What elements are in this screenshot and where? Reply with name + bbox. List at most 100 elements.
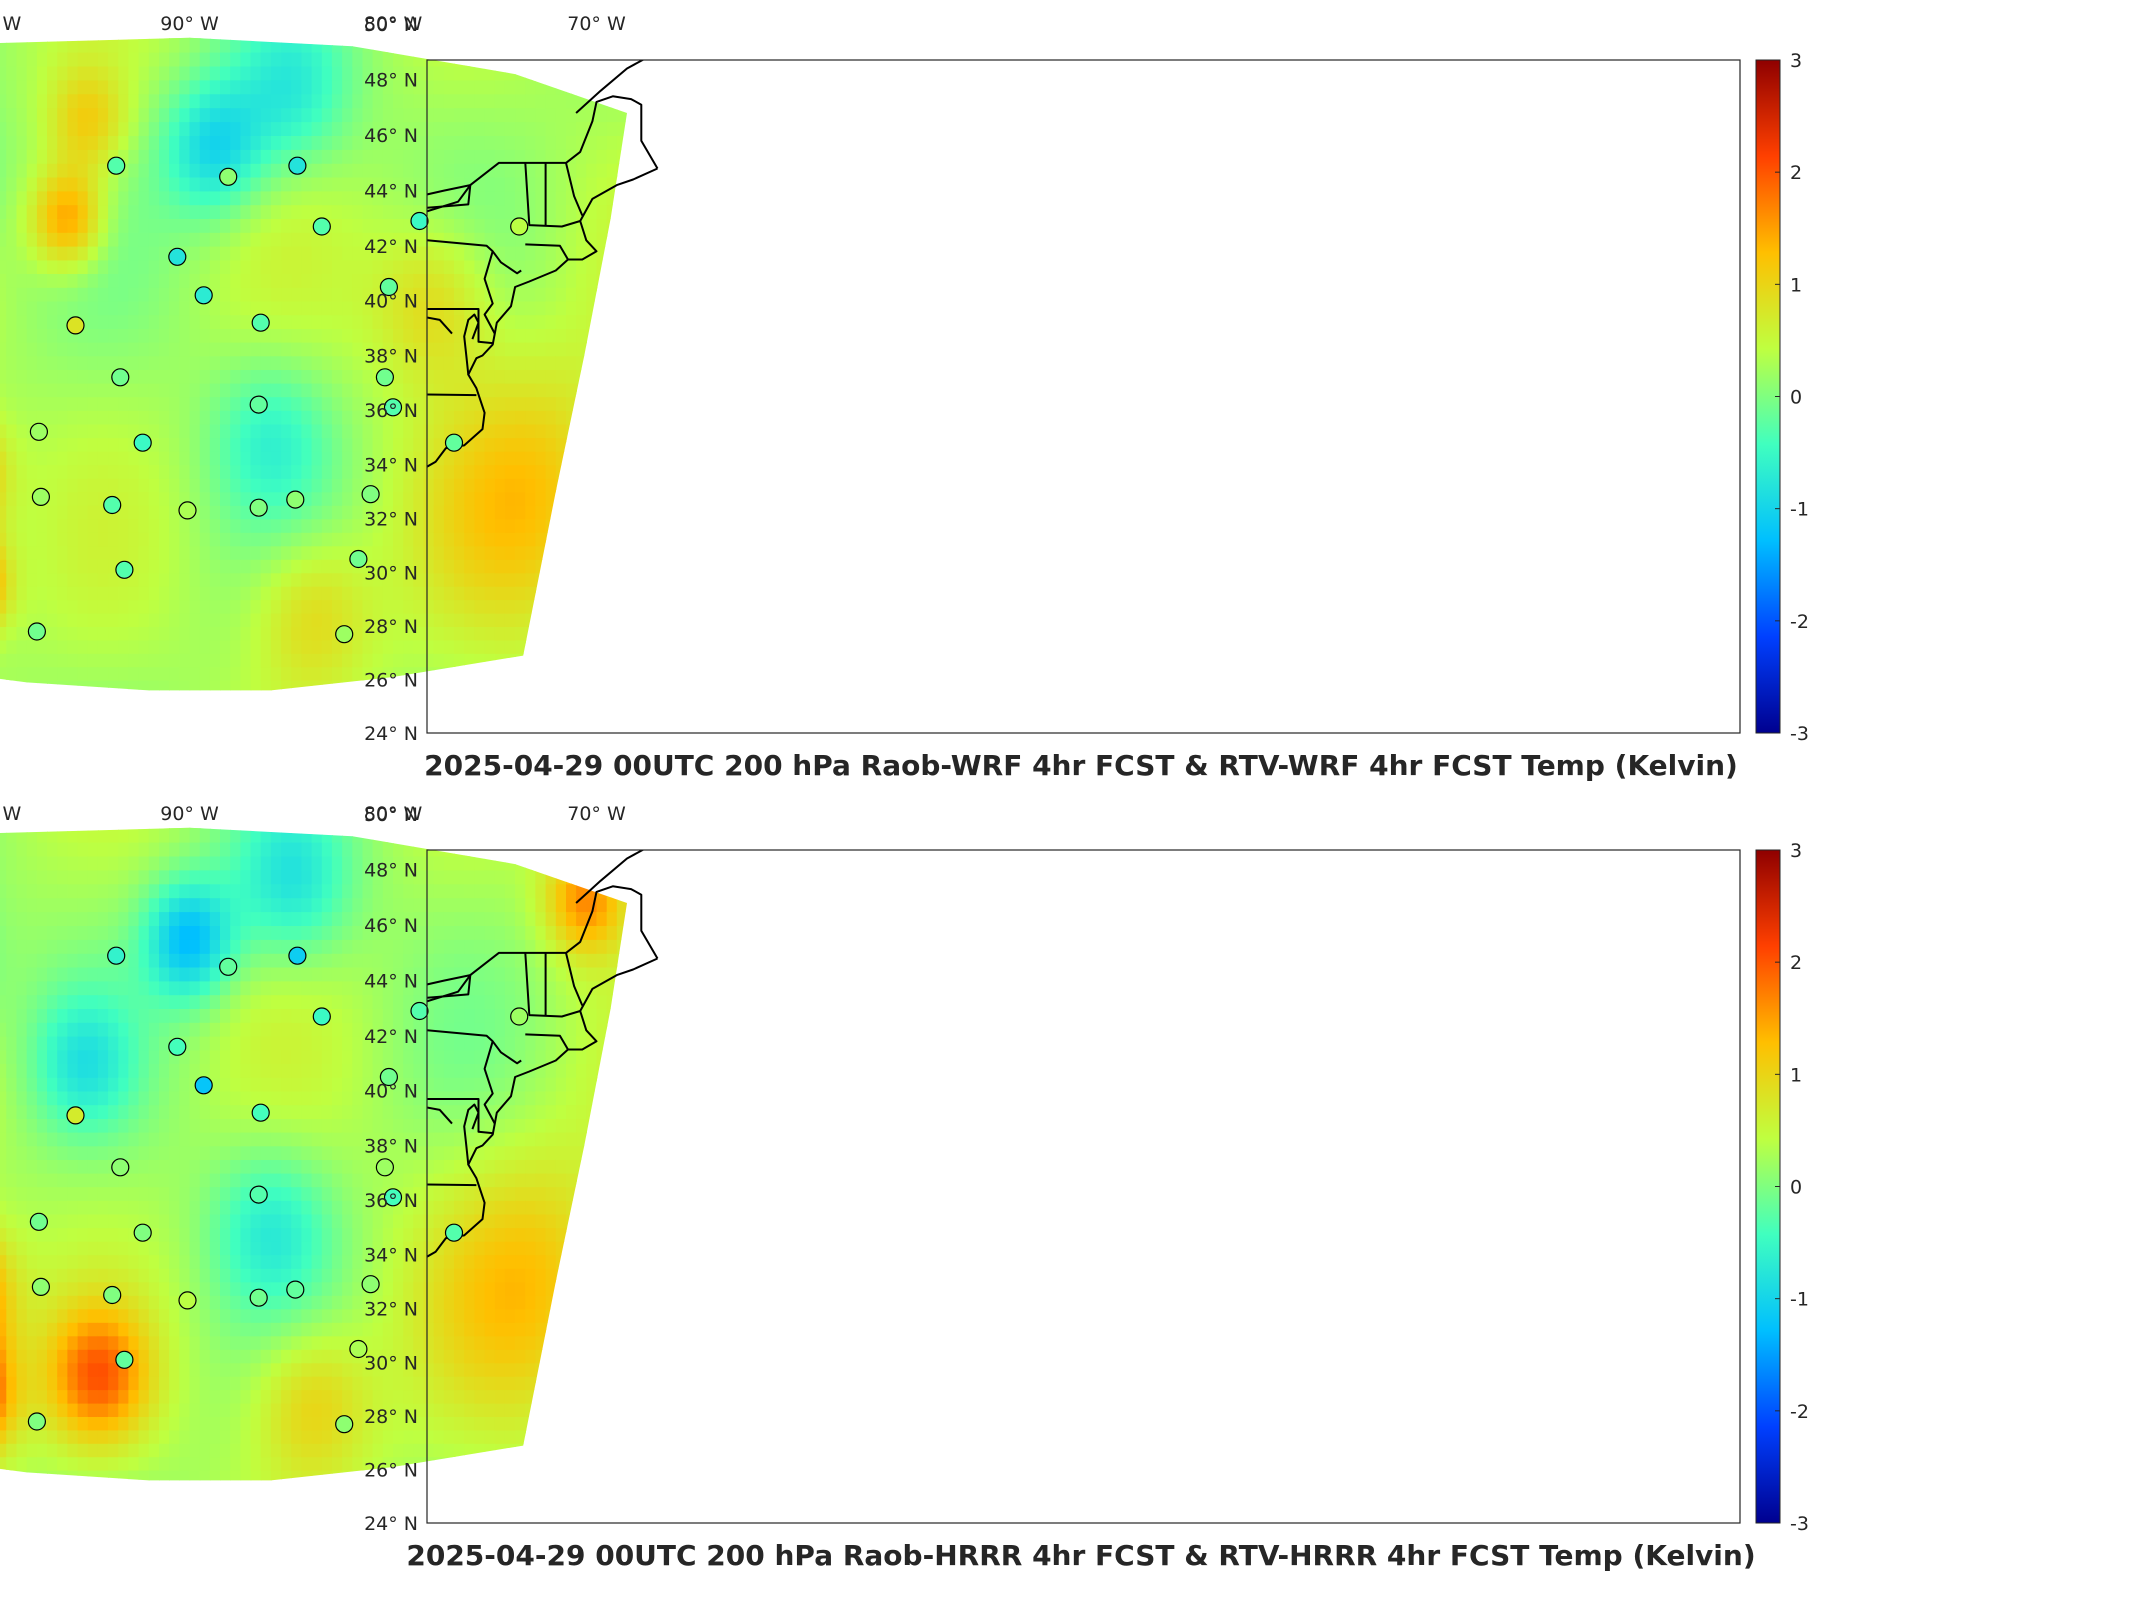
map-axes-background xyxy=(427,60,1740,733)
raob-station-marker xyxy=(335,1415,354,1434)
latitude-tick-label: 42° N xyxy=(364,236,418,258)
raob-station-marker xyxy=(286,490,305,509)
longitude-tick-label: 70° W xyxy=(567,803,626,825)
colorbar-tick-label: -3 xyxy=(1790,723,1809,745)
state-border xyxy=(483,251,496,335)
colorbar-tick-label: 1 xyxy=(1790,274,1802,296)
latitude-tick-label: 32° N xyxy=(364,1299,418,1321)
latitude-tick-label: 34° N xyxy=(364,1244,418,1266)
latitude-tick-label: 36° N xyxy=(364,1190,418,1212)
raob-station-marker xyxy=(383,398,403,417)
raob-stations xyxy=(27,156,529,644)
raob-station-marker xyxy=(288,946,307,965)
colorbar-tick-label: 2 xyxy=(1790,162,1802,184)
raob-station-marker xyxy=(249,1185,268,1204)
great-lake-outline xyxy=(427,974,472,999)
raob-station-marker xyxy=(410,211,429,231)
great-lake-outline xyxy=(427,184,472,209)
latitude-tick-label: 26° N xyxy=(364,1460,418,1482)
raob-station-marker xyxy=(251,1103,270,1122)
raob-station-marker xyxy=(115,560,134,579)
raob-station-marker xyxy=(335,625,354,644)
raob-station-marker xyxy=(361,1275,380,1294)
map-axes-frame xyxy=(426,849,1741,1524)
raob-station-marker xyxy=(27,622,47,641)
raob-station-marker xyxy=(249,498,268,517)
raob-station-marker xyxy=(194,1076,213,1095)
hrrr-map-figure: 130° W120° W110° W100° W90° W80° W70° W5… xyxy=(0,803,1809,1572)
raob-station-marker xyxy=(219,957,238,976)
raob-station-marker xyxy=(168,247,187,266)
state-border xyxy=(427,1106,453,1125)
colorbar-tick-label: 1 xyxy=(1790,1064,1802,1086)
panel-title: 2025-04-29 00UTC 200 hPa Raob-HRRR 4hr F… xyxy=(406,1539,1755,1572)
raob-station-marker xyxy=(107,156,126,175)
latitude-tick-label: 26° N xyxy=(364,670,418,692)
latitude-tick-label: 48° N xyxy=(364,70,418,92)
raob-station-marker xyxy=(31,487,51,506)
latitude-tick-label: 42° N xyxy=(364,1026,418,1048)
map-axes-frame xyxy=(426,59,1741,734)
state-border xyxy=(525,1033,569,1051)
coastline xyxy=(356,709,376,717)
raob-station-marker xyxy=(312,217,331,236)
state-border xyxy=(427,1029,522,1065)
raob-station-marker xyxy=(444,1223,464,1242)
raob-station-marker xyxy=(510,1007,529,1026)
raob-station-marker xyxy=(379,1067,398,1087)
raob-station-marker xyxy=(510,217,529,236)
latitude-tick-label: 46° N xyxy=(364,915,418,937)
longitude-tick-label: 80° W xyxy=(364,13,423,35)
raob-station-marker xyxy=(178,1291,197,1310)
raob-station-marker xyxy=(249,395,268,414)
coastline xyxy=(427,957,658,1258)
wrf-panel: 130° W120° W110° W100° W90° W80° W70° W5… xyxy=(0,0,2133,790)
raob-station-marker xyxy=(103,1285,122,1305)
raob-station-marker xyxy=(349,1339,368,1359)
raob-station-marker xyxy=(31,1277,51,1296)
raob-station-marker xyxy=(111,368,130,387)
raob-station-marker xyxy=(168,1037,187,1056)
raob-station-marker xyxy=(103,495,122,515)
map-axes-background xyxy=(427,850,1740,1523)
latitude-tick-label: 28° N xyxy=(364,616,418,638)
longitude-tick-label: 90° W xyxy=(160,803,219,825)
raob-station-marker xyxy=(133,433,152,452)
latitude-tick-label: 50° N xyxy=(364,14,418,36)
wrf-map-figure: 130° W120° W110° W100° W90° W80° W70° W5… xyxy=(0,13,1809,782)
raob-station-marker xyxy=(249,1288,268,1307)
latitude-tick-label: 30° N xyxy=(364,1353,418,1375)
state-border xyxy=(525,243,569,261)
latitude-tick-label: 40° N xyxy=(364,291,418,313)
raob-station-marker xyxy=(133,1223,152,1242)
state-border xyxy=(427,308,494,345)
raob-station-marker xyxy=(107,946,126,965)
coastline xyxy=(463,313,480,375)
latitude-tick-label: 36° N xyxy=(364,400,418,422)
raob-station-marker xyxy=(361,485,380,504)
latitude-tick-label: 40° N xyxy=(364,1081,418,1103)
latitude-tick-label: 34° N xyxy=(364,454,418,476)
map-boundaries xyxy=(356,60,659,717)
latitude-tick-label: 46° N xyxy=(364,125,418,147)
raob-station-marker xyxy=(349,549,368,569)
raob-station-marker xyxy=(29,1212,49,1231)
state-border xyxy=(427,1098,494,1135)
coastline xyxy=(427,167,658,468)
colorbar-tick-label: 0 xyxy=(1790,387,1802,409)
latitude-tick-label: 32° N xyxy=(364,509,418,531)
map-boundaries xyxy=(427,850,659,1258)
raob-station-marker xyxy=(286,1280,305,1299)
longitude-tick-label: 100° W xyxy=(0,13,22,35)
state-border xyxy=(565,162,584,216)
raob-station-marker xyxy=(251,313,270,332)
panel-title: 2025-04-29 00UTC 200 hPa Raob-WRF 4hr FC… xyxy=(424,749,1738,782)
raob-station-marker xyxy=(66,1106,85,1125)
latitude-tick-label: 50° N xyxy=(364,804,418,826)
raob-station-marker xyxy=(111,1158,130,1177)
colorbar-tick-label: -1 xyxy=(1790,499,1809,521)
state-border xyxy=(427,239,522,275)
raob-stations xyxy=(27,946,529,1434)
colorbar-tick-label: 3 xyxy=(1790,50,1802,72)
raob-station-marker xyxy=(375,1158,394,1177)
